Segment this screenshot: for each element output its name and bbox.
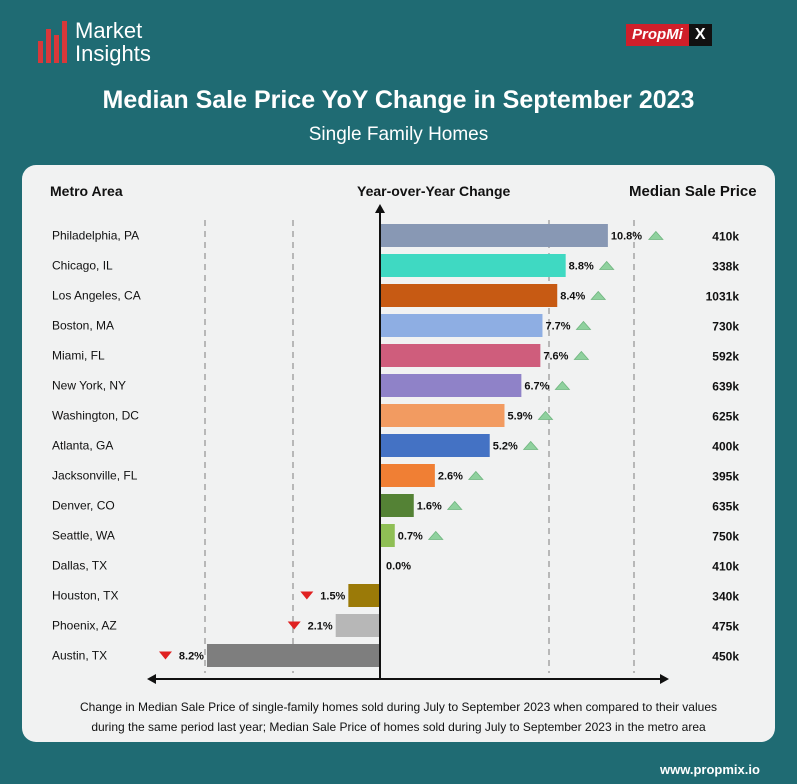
metro-label: Houston, TX [52, 589, 118, 603]
value-label: 6.7% [524, 381, 549, 393]
bar [380, 224, 608, 247]
yoy-bar-chart: Philadelphia, PA 410k 10.8% Chicago, IL 338k… [52, 204, 740, 684]
metro-label: Dallas, TX [52, 559, 107, 573]
up-arrow-icon [446, 500, 463, 510]
logo-line2: Insights [75, 41, 151, 66]
median-price-value: 340k [712, 590, 739, 604]
bar [380, 464, 435, 487]
up-arrow-icon [573, 350, 590, 360]
bar [348, 584, 380, 607]
median-price-value: 750k [712, 530, 739, 544]
chart-card: Metro Area Year-over-Year Change Median … [22, 165, 775, 742]
median-price-value: 1031k [706, 290, 740, 304]
value-label: 5.9% [507, 411, 532, 423]
bar [380, 374, 522, 397]
brand-prefix: PropMi [626, 24, 689, 46]
value-label: 7.6% [543, 351, 568, 363]
bar [380, 404, 505, 427]
value-label: 0.7% [398, 531, 423, 543]
value-label: 0.0% [386, 561, 411, 573]
value-label: 8.2% [179, 651, 204, 663]
axis-arrow-up-icon [375, 204, 385, 213]
axis-arrow-left-icon [147, 674, 156, 684]
value-label: 10.8% [611, 231, 642, 243]
up-arrow-icon [647, 230, 664, 240]
metro-label: Chicago, IL [52, 259, 113, 273]
market-insights-logo: Market Insights [38, 18, 151, 66]
metro-label: Atlanta, GA [52, 439, 113, 453]
page-title: Median Sale Price YoY Change in Septembe… [102, 86, 695, 114]
value-label: 1.6% [417, 501, 442, 513]
median-price-value: 625k [712, 410, 739, 424]
value-label: 1.5% [320, 591, 345, 603]
website-url: www.propmix.io [660, 762, 760, 777]
bar [380, 344, 541, 367]
bar [380, 314, 543, 337]
median-price-value: 730k [712, 320, 739, 334]
median-price-value: 410k [712, 230, 739, 244]
median-price-value: 410k [712, 560, 739, 574]
down-arrow-icon [300, 591, 314, 600]
median-price-header: Median Sale Price [629, 183, 757, 200]
median-price-value: 639k [712, 380, 739, 394]
metro-label: Austin, TX [52, 649, 107, 663]
median-price-value: 400k [712, 440, 739, 454]
bar [380, 434, 490, 457]
metro-label: Miami, FL [52, 349, 105, 363]
footnote: Change in Median Sale Price of single-fa… [22, 697, 775, 737]
up-arrow-icon [575, 320, 592, 330]
bar-chart-icon [38, 21, 67, 63]
median-price-value: 395k [712, 470, 739, 484]
axis-arrow-right-icon [660, 674, 669, 684]
up-arrow-icon [522, 440, 539, 450]
metro-label: Philadelphia, PA [52, 229, 139, 243]
median-price-value: 450k [712, 650, 739, 664]
metro-label: Boston, MA [52, 319, 114, 333]
value-label: 8.4% [560, 291, 585, 303]
metro-label: Jacksonville, FL [52, 469, 138, 483]
metro-label: Washington, DC [52, 409, 139, 423]
brand-suffix: X [688, 24, 712, 46]
logo-line1: Market [75, 18, 143, 43]
bar [380, 494, 414, 517]
up-arrow-icon [598, 260, 615, 270]
bar [380, 284, 558, 307]
up-arrow-icon [537, 410, 554, 420]
propmix-logo: PropMi X [626, 24, 712, 46]
down-arrow-icon [158, 651, 172, 660]
metro-label: Denver, CO [52, 499, 115, 513]
metro-label: Los Angeles, CA [52, 289, 141, 303]
up-arrow-icon [554, 380, 571, 390]
bar [380, 254, 566, 277]
value-label: 8.8% [569, 261, 594, 273]
metro-area-header: Metro Area [50, 183, 123, 199]
median-price-value: 635k [712, 500, 739, 514]
page-subtitle: Single Family Homes [308, 124, 489, 145]
up-arrow-icon [427, 530, 444, 540]
bar [380, 524, 395, 547]
value-label: 2.6% [438, 471, 463, 483]
median-price-value: 475k [712, 620, 739, 634]
up-arrow-icon [467, 470, 484, 480]
median-price-value: 592k [712, 350, 739, 364]
up-arrow-icon [590, 290, 607, 300]
bar [335, 614, 380, 637]
value-label: 2.1% [308, 621, 333, 633]
median-price-value: 338k [712, 260, 739, 274]
metro-label: Phoenix, AZ [52, 619, 117, 633]
value-label: 7.7% [545, 321, 570, 333]
footnote-line2: during the same period last year; Median… [91, 720, 706, 734]
yoy-change-header: Year-over-Year Change [357, 183, 511, 199]
footnote-line1: Change in Median Sale Price of single-fa… [79, 700, 717, 714]
value-label: 5.2% [493, 441, 518, 453]
metro-label: New York, NY [52, 379, 126, 393]
metro-label: Seattle, WA [52, 529, 115, 543]
down-arrow-icon [287, 621, 301, 630]
bar [206, 644, 380, 667]
